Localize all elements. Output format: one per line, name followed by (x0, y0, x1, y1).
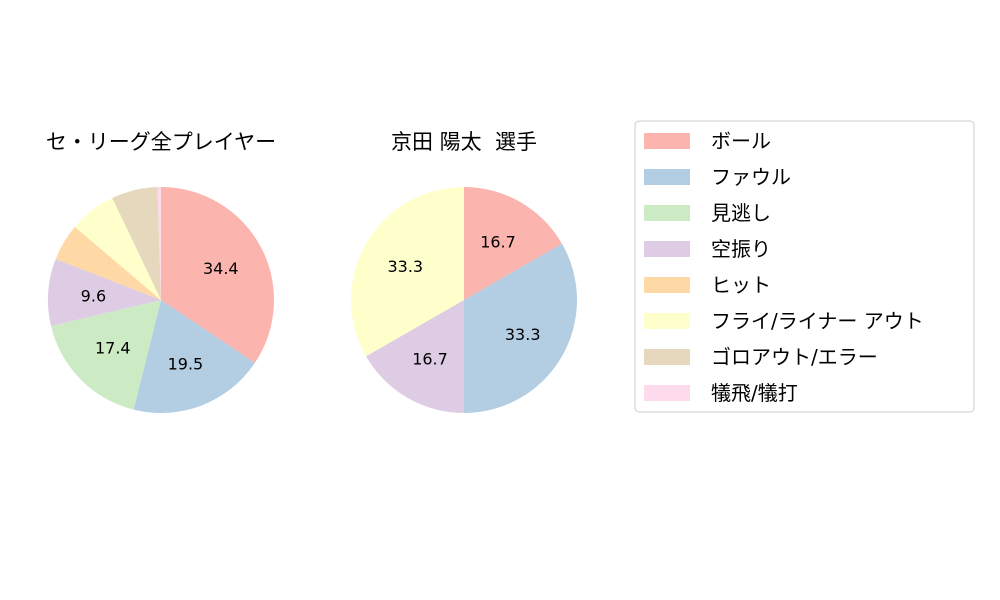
pie-slice-0-1 (133, 300, 255, 413)
legend-swatch (644, 277, 690, 293)
chart-title-league: セ・リーグ全プレイヤー (46, 130, 276, 154)
legend-swatch (644, 205, 690, 221)
pie-chart-player: 京田 陽太 選手 16.7 33.3 16.7 33.3 (351, 130, 577, 413)
legend-label: ファウル (711, 165, 791, 189)
slice-data-label: 16.7 (412, 350, 448, 369)
legend-swatch (644, 385, 690, 401)
legend-swatch (644, 133, 690, 149)
pie-slice-0-2 (51, 300, 161, 410)
legend-label: 見逃し (711, 201, 771, 225)
legend-swatch (644, 169, 690, 185)
legend-label: 犠飛/犠打 (711, 381, 798, 405)
pie-slice-1-0 (464, 187, 562, 300)
legend-frame (634, 120, 975, 413)
pie-slice-1-2 (366, 300, 464, 413)
legend-swatch (644, 241, 690, 257)
legend-label: 空振り (711, 237, 771, 261)
legend-label: ヒット (711, 273, 771, 297)
pie-slice-0-6 (112, 187, 161, 300)
pie-slice-0-7 (157, 187, 161, 300)
slice-data-label: 33.3 (505, 325, 541, 344)
chart-title-player: 京田 陽太 選手 (391, 130, 537, 154)
pie-slice-0-5 (74, 198, 161, 300)
slice-data-label: 33.3 (387, 257, 423, 276)
pie-chart-league: セ・リーグ全プレイヤー 34.4 19.5 17.4 9.6 (46, 130, 276, 413)
slice-data-label: 16.7 (480, 232, 516, 251)
slice-data-label: 19.5 (168, 354, 204, 373)
legend-label: ボール (711, 129, 771, 153)
slice-data-label: 17.4 (95, 339, 131, 358)
pie-slice-1-1 (464, 243, 577, 413)
pie-slice-0-3 (48, 259, 161, 327)
legend-swatch (644, 349, 690, 365)
slice-data-label: 9.6 (81, 286, 106, 305)
legend-label: フライ/ライナー アウト (711, 309, 924, 333)
pie-slice-0-0 (161, 186, 275, 363)
legend-swatch (644, 313, 690, 329)
pie-slice-0-4 (55, 226, 161, 300)
slice-data-label: 34.4 (203, 259, 239, 278)
pie-slice-1-3 (351, 187, 464, 357)
legend-label: ゴロアウト/エラー (711, 345, 878, 369)
